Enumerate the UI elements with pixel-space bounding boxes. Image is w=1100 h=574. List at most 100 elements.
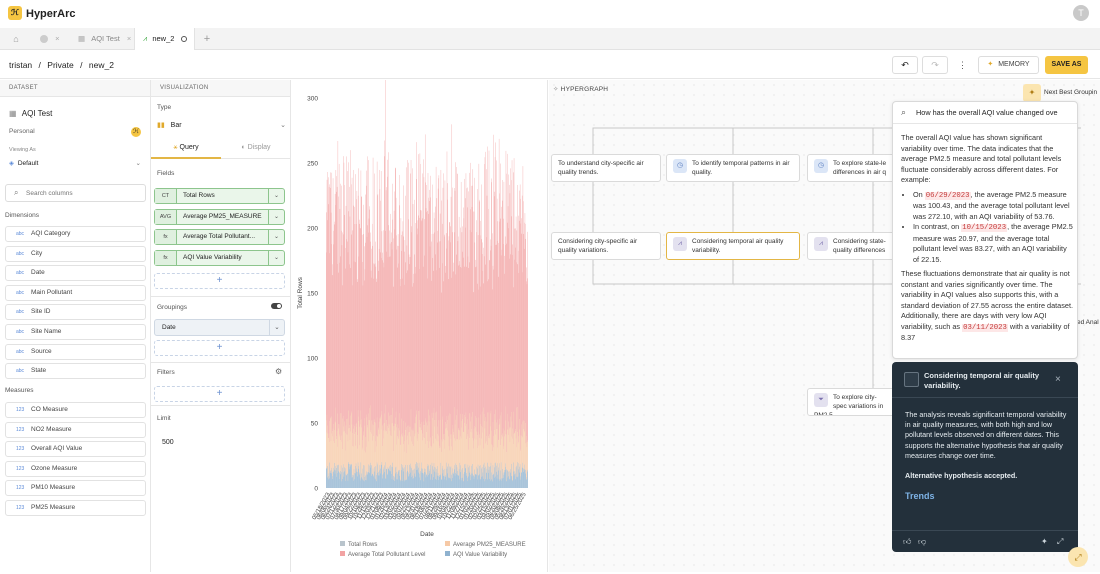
tab-aqi-test[interactable]: ▦ AQI Test × — [70, 28, 134, 50]
tab-globe[interactable]: × — [32, 28, 70, 50]
next-best-grouping-label[interactable]: Next Best Groupin — [1044, 89, 1097, 96]
groupings-toggle[interactable] — [271, 303, 282, 309]
tab-display[interactable]: ◐ Display — [221, 139, 291, 159]
hypergraph-node[interactable]: ◷To explore state-le differences in air … — [807, 154, 897, 182]
search-columns-box[interactable]: ⌕ — [5, 184, 146, 202]
aggregation-tag: AVG — [155, 210, 177, 224]
grouping-date-field[interactable]: Date ⌄ — [154, 319, 285, 336]
hypergraph-node[interactable]: ⩘Considering state- quality differences — [807, 232, 897, 260]
hypergraph-node[interactable]: ⏷To explore city-spec variations in PM2.… — [807, 388, 897, 416]
hypergraph-node[interactable]: Considering city-specific air quality va… — [551, 232, 661, 260]
legend-entry[interactable]: Average PM25_MEASURE — [453, 542, 526, 548]
redo-button[interactable]: ↷ — [922, 56, 948, 74]
chevron-down-icon[interactable]: ⌄ — [268, 230, 284, 244]
chevron-down-icon[interactable]: ⌄ — [268, 251, 284, 265]
viewing-as-select[interactable]: ◈ Default ⌄ — [9, 159, 141, 167]
y-tick-label: 200 — [307, 226, 318, 233]
memory-button[interactable]: ✦ MEMORY — [978, 56, 1039, 74]
legend-entry[interactable]: Average Total Pollutant Level — [348, 552, 426, 558]
expand-icon[interactable]: ⤢ — [1057, 537, 1063, 547]
hypergraph-node[interactable]: To understand city-specific air quality … — [551, 154, 661, 182]
item-label: State — [31, 367, 46, 374]
assistant-fab[interactable]: ⤢ — [1068, 547, 1088, 567]
item-label: Site Name — [31, 328, 61, 335]
number-type-icon: 123 — [16, 423, 24, 437]
chevron-down-icon[interactable]: ⌄ — [268, 189, 284, 203]
tab-home[interactable]: ⌂ — [0, 28, 32, 50]
insight-verdict: Alternative hypothesis accepted. — [905, 471, 1070, 481]
close-icon[interactable]: × — [1055, 374, 1061, 385]
tab-label: AQI Test — [91, 34, 120, 43]
add-filter-button[interactable]: + — [154, 386, 285, 402]
new-tab-button[interactable]: + — [198, 28, 216, 50]
sparkle-icon: ✦ — [987, 61, 993, 68]
more-options-icon[interactable]: ⋮ — [958, 60, 967, 71]
hypergraph-node[interactable]: ⩘Considering temporal air quality variab… — [666, 232, 800, 260]
text-type-icon: abc — [16, 305, 24, 319]
undo-button[interactable]: ↶ — [892, 56, 918, 74]
trends-link[interactable]: Trends — [905, 491, 1070, 501]
date-highlight: 10/15/2023 — [961, 224, 1007, 232]
question-box[interactable]: ⌕ How has the overall AQI value changed … — [893, 102, 1078, 124]
answer-intro: The overall AQI value has shown signific… — [901, 133, 1073, 186]
side-node-label[interactable]: ed Anal — [1077, 319, 1099, 326]
divider — [151, 405, 291, 406]
item-label: Main Pollutant — [31, 289, 72, 296]
next-best-icon[interactable]: ✦ — [1023, 84, 1041, 102]
chart-type-select[interactable]: ▮▮ Bar ⌄ — [157, 121, 286, 129]
funnel-icon: ⏷ — [814, 393, 828, 407]
tab-new-2[interactable]: ⩘ new_2 — [134, 28, 195, 50]
save-as-button[interactable]: SAVE AS — [1045, 56, 1088, 74]
close-icon[interactable]: × — [127, 34, 131, 43]
user-avatar[interactable]: T — [1073, 5, 1089, 21]
insight-card: Considering temporal air quality variabi… — [892, 362, 1078, 552]
breadcrumb-user[interactable]: tristan — [9, 60, 32, 70]
insight-header: Considering temporal air quality variabi… — [892, 362, 1078, 398]
dataset-title[interactable]: ▦ AQI Test — [9, 109, 52, 118]
answer-outro: These fluctuations demonstrate that air … — [901, 269, 1073, 344]
item-label: Date — [31, 269, 45, 276]
search-columns-input[interactable] — [26, 187, 141, 200]
close-icon[interactable]: × — [55, 34, 59, 43]
add-grouping-button[interactable]: + — [154, 340, 285, 356]
sparkle-icon[interactable]: ✦ — [1041, 537, 1048, 546]
thumbs-down-icon[interactable]: 👎︎ — [918, 537, 926, 547]
dataset-owner: Personal — [9, 128, 35, 135]
insight-title: Considering temporal air quality variabi… — [924, 371, 1054, 391]
thumbs-up-icon[interactable]: 👍︎ — [903, 537, 911, 547]
add-field-button[interactable]: + — [154, 273, 285, 289]
answer-body: The overall AQI value has shown signific… — [901, 133, 1073, 344]
number-type-icon: 123 — [16, 442, 24, 456]
breadcrumb-folder[interactable]: Private — [47, 60, 73, 70]
breadcrumb-page[interactable]: new_2 — [89, 60, 114, 70]
hypergraph-node[interactable]: ◷To identify temporal patterns in air qu… — [666, 154, 800, 182]
tab-bar: ⌂ × ▦ AQI Test × ⩘ new_2 + — [0, 28, 1100, 50]
gear-icon[interactable]: ⚙ — [275, 367, 282, 376]
tab-query[interactable]: ⚹ Query — [151, 139, 221, 159]
hyperarc-logo[interactable]: ℋ — [8, 6, 22, 20]
chevron-down-icon[interactable]: ⌄ — [268, 210, 284, 224]
question-text[interactable]: How has the overall AQI value changed ov… — [916, 108, 1074, 117]
legend-entry[interactable]: Total Rows — [348, 542, 377, 548]
limit-input[interactable]: 500 — [162, 439, 174, 446]
legend-entry[interactable]: AQI Value Variability — [453, 552, 507, 558]
